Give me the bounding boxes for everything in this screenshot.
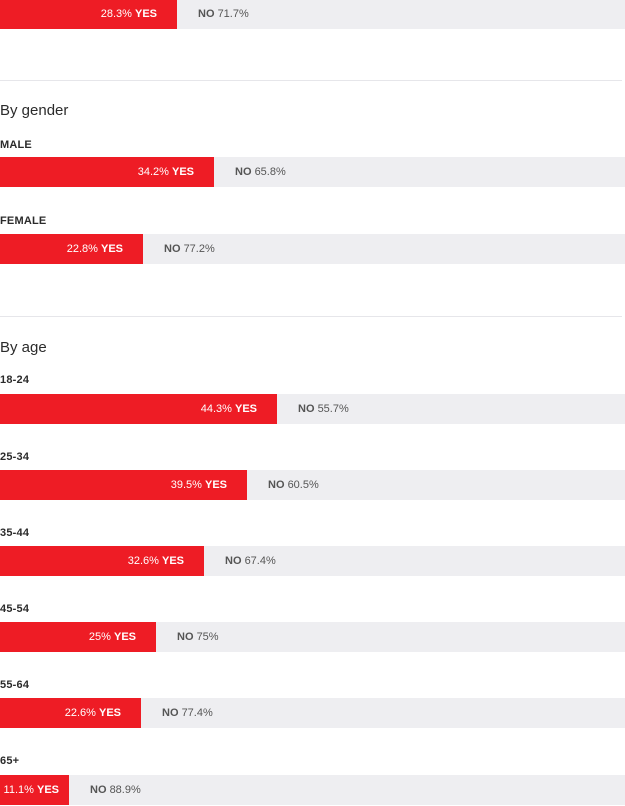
yes-bar: 28.3% YES [0,0,177,29]
yes-value: 44.3% [200,403,232,415]
category-label: 45-54 [0,603,30,615]
no-segment: NO 77.2% [164,234,215,264]
no-value: 55.7% [317,403,349,415]
yes-value: 32.6% [127,555,159,567]
no-label: NO [198,8,215,20]
yes-value: 11.1% [3,784,34,796]
bar-track: 22.8% YES NO 77.2% [0,234,625,264]
no-value: 71.7% [217,8,249,20]
yes-bar: 39.5% YES [0,470,247,500]
category-label: MALE [0,139,32,151]
yes-label: YES [161,555,184,567]
category-label: 25-34 [0,451,30,463]
bar-track: 25% YES NO 75% [0,622,625,652]
no-label: NO [162,707,179,719]
no-segment: NO 71.7% [198,0,249,29]
no-value: 67.4% [244,555,276,567]
no-segment: NO 55.7% [298,394,349,424]
no-segment: NO 75% [177,622,219,652]
yes-label: YES [100,243,123,255]
yes-label: YES [113,631,136,643]
no-segment: NO 60.5% [268,470,319,500]
yes-label: YES [134,8,157,20]
no-value: 77.2% [183,243,215,255]
yes-bar: 22.6% YES [0,698,141,728]
no-segment: NO 65.8% [235,157,286,187]
no-value: 88.9% [109,784,141,796]
no-segment: NO 67.4% [225,546,276,576]
yes-value: 22.6% [64,707,96,719]
yes-bar: 22.8% YES [0,234,143,264]
no-label: NO [225,555,242,567]
yes-bar: 11.1% YES [0,775,69,805]
bar-track: 11.1% YES NO 88.9% [0,775,625,805]
category-label: FEMALE [0,215,47,227]
bar-track: 28.3% YES NO 71.7% [0,0,625,29]
yes-label: YES [204,479,227,491]
yes-label: YES [171,166,194,178]
no-segment: NO 77.4% [162,698,213,728]
no-value: 75% [196,631,219,643]
no-value: 65.8% [254,166,286,178]
yes-bar: 44.3% YES [0,394,277,424]
yes-value: 34.2% [137,166,169,178]
yes-label: YES [234,403,257,415]
section-divider [0,316,622,317]
yes-value: 28.3% [100,8,132,20]
no-value: 77.4% [181,707,213,719]
no-label: NO [177,631,194,643]
yes-bar: 34.2% YES [0,157,214,187]
yes-label: YES [98,707,121,719]
yes-label: YES [36,784,59,796]
category-label: 65+ [0,755,20,767]
bar-track: 39.5% YES NO 60.5% [0,470,625,500]
no-label: NO [235,166,252,178]
yes-value: 39.5% [170,479,202,491]
no-label: NO [268,479,285,491]
bar-track: 32.6% YES NO 67.4% [0,546,625,576]
bar-track: 22.6% YES NO 77.4% [0,698,625,728]
bar-track: 34.2% YES NO 65.8% [0,157,625,187]
category-label: 18-24 [0,374,30,386]
no-value: 60.5% [287,479,319,491]
category-label: 55-64 [0,679,30,691]
no-label: NO [90,784,107,796]
yes-bar: 32.6% YES [0,546,204,576]
yes-value: 25% [88,631,111,643]
no-label: NO [298,403,315,415]
yes-bar: 25% YES [0,622,156,652]
section-title: By gender [0,102,69,119]
bar-track: 44.3% YES NO 55.7% [0,394,625,424]
section-divider [0,80,622,81]
yes-value: 22.8% [66,243,98,255]
no-label: NO [164,243,181,255]
section-title: By age [0,339,47,356]
no-segment: NO 88.9% [90,775,141,805]
category-label: 35-44 [0,527,30,539]
